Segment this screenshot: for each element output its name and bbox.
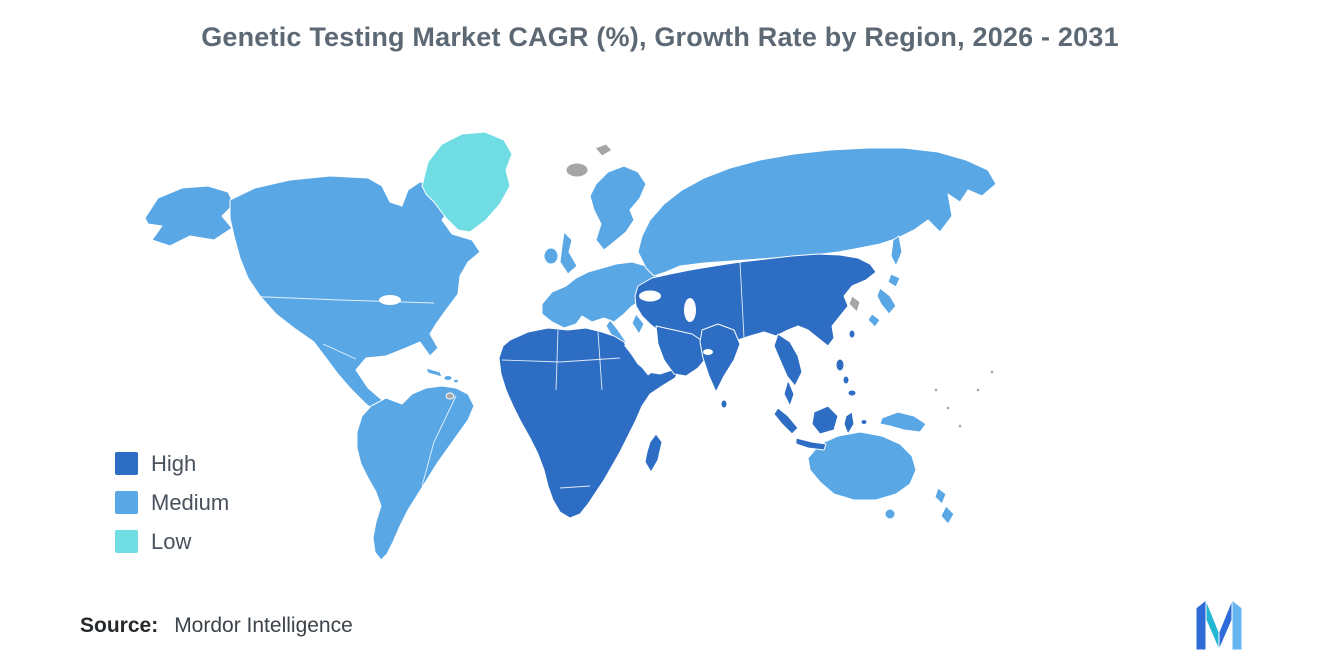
pacific-islands-dot <box>933 387 939 393</box>
world-map <box>144 131 997 561</box>
legend-item-medium: Medium <box>115 489 230 515</box>
region-philippines-mid <box>842 375 850 385</box>
legend-swatch-high <box>115 452 138 475</box>
legend-swatch-medium <box>115 491 138 514</box>
region-japan-kyushu <box>867 313 881 328</box>
persian-gulf <box>703 349 713 355</box>
region-sulawesi <box>843 411 855 435</box>
region-iceland <box>565 162 589 178</box>
region-australia <box>807 431 917 501</box>
border-africa-east <box>597 331 603 391</box>
region-madagascar <box>644 433 663 473</box>
region-africa <box>498 327 683 519</box>
red-sea <box>624 342 652 376</box>
region-tasmania <box>884 508 896 520</box>
region-japan-honshu <box>876 287 897 315</box>
region-sri-lanka <box>720 399 728 409</box>
region-india <box>699 323 741 393</box>
legend-label-high: High <box>151 450 197 476</box>
region-balkans-greece <box>631 313 645 335</box>
region-svalbard <box>594 143 613 157</box>
region-alaska <box>144 185 235 247</box>
legend-item-high: High <box>115 450 229 476</box>
region-south-america <box>356 385 475 561</box>
border-south-africa <box>559 485 591 489</box>
region-sumatra <box>773 407 799 435</box>
mordor-intelligence-logo <box>1184 596 1256 655</box>
legend-label-low: Low <box>151 528 192 554</box>
region-malay-peninsula <box>783 379 795 407</box>
region-java <box>795 437 827 451</box>
region-greenland <box>421 131 513 233</box>
source-label: Source: <box>80 614 159 637</box>
region-north-america <box>229 175 481 423</box>
region-hispaniola <box>443 375 453 381</box>
region-borneo <box>811 405 839 435</box>
region-moluccas <box>860 419 868 425</box>
region-french-guiana <box>445 392 455 400</box>
region-philippines-north <box>835 358 845 372</box>
caspian-sea <box>684 298 696 322</box>
region-japan-hokkaido <box>887 273 901 288</box>
pacific-islands-dot <box>975 387 981 393</box>
great-lakes <box>379 295 401 305</box>
region-puerto-rico <box>453 378 459 384</box>
black-sea <box>639 290 661 302</box>
region-scandinavia <box>589 165 647 251</box>
source-line: Source: Mordor Intelligence <box>80 614 353 638</box>
pacific-islands-dot <box>989 369 995 375</box>
pacific-islands-dot <box>945 405 951 411</box>
legend: High Medium Low <box>115 450 230 554</box>
mordor-logo-mark <box>1195 598 1243 651</box>
border-china-west <box>739 261 745 339</box>
region-korea <box>848 295 861 313</box>
legend-item-low: Low <box>115 528 229 554</box>
region-ireland <box>543 247 559 265</box>
region-new-guinea <box>879 411 927 433</box>
region-new-zealand-north <box>934 487 947 505</box>
region-cuba <box>425 367 443 378</box>
legend-swatch-low <box>115 530 138 553</box>
border-us-canada <box>241 295 435 304</box>
legend-label-medium: Medium <box>151 489 230 515</box>
region-indochina <box>773 333 803 387</box>
region-philippines-south <box>847 389 857 397</box>
region-new-zealand-south <box>940 505 955 525</box>
border-brazil-west <box>421 395 457 487</box>
border-africa-west <box>555 329 559 391</box>
pacific-islands-dot <box>957 423 963 429</box>
region-sakhalin <box>890 235 903 267</box>
region-taiwan <box>848 329 856 339</box>
region-arabian-peninsula <box>655 325 709 377</box>
border-us-mexico <box>322 343 357 360</box>
chart-title: Genetic Testing Market CAGR (%), Growth … <box>201 22 1119 52</box>
source-value: Mordor Intelligence <box>174 614 353 637</box>
region-great-britain <box>559 231 578 275</box>
